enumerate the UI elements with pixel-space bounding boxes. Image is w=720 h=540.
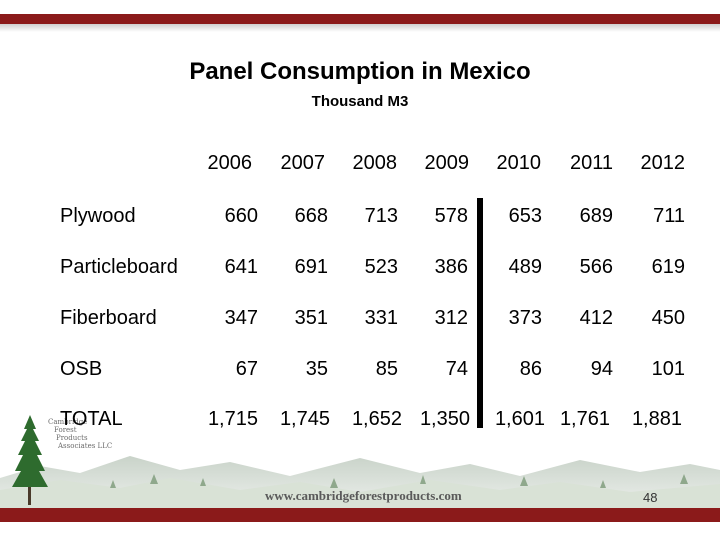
table-cell: 641 (224, 256, 258, 278)
table-cell: 619 (651, 256, 685, 278)
year-header-2008: 2008 (352, 152, 398, 174)
table-cell: 67 (235, 358, 258, 380)
table-cell: 566 (579, 256, 613, 278)
slide-subtitle: Thousand M3 (311, 93, 409, 110)
table-cell: 85 (375, 358, 398, 380)
table-cell: 412 (579, 307, 613, 329)
table-cell: 312 (434, 307, 468, 329)
top-bar-shadow (0, 24, 720, 32)
table-cell: 331 (364, 307, 398, 329)
logo-line-3: Products (56, 434, 88, 442)
table-cell: 1,601 (494, 408, 545, 430)
table-cell: 668 (294, 205, 328, 227)
year-header-2010: 2010 (496, 152, 542, 174)
table-cell: 689 (579, 205, 613, 227)
company-logo-text: Cambridge Forest Products Associates LLC (48, 418, 138, 462)
table-cell: 711 (653, 205, 685, 227)
table-cell: 1,652 (351, 408, 402, 430)
year-header-2006: 2006 (207, 152, 253, 174)
table-cell: 86 (519, 358, 542, 380)
year-header-2009: 2009 (424, 152, 470, 174)
table-cell: 373 (508, 307, 542, 329)
bottom-accent-bar (0, 508, 720, 522)
table-cell: 35 (305, 358, 328, 380)
year-header-2011: 2011 (569, 152, 613, 174)
slide-title: Panel Consumption in Mexico (189, 58, 531, 85)
page-number: 48 (643, 490, 658, 505)
table-cell: 1,881 (631, 408, 682, 430)
table-cell: 1,761 (559, 408, 610, 430)
table-cell: 386 (434, 256, 468, 278)
table-cell: 523 (364, 256, 398, 278)
table-cell: 74 (445, 358, 468, 380)
table-cell: 1,715 (207, 408, 258, 430)
website-url: www.cambridgeforestproducts.com (265, 488, 462, 503)
table-cell: 450 (651, 307, 685, 329)
table-cell: 691 (294, 256, 328, 278)
row-label-particleboard: Particleboard (60, 256, 178, 278)
logo-line-4: Associates LLC (58, 442, 113, 450)
table-cell: 1,350 (419, 408, 470, 430)
table-cell: 351 (294, 307, 328, 329)
logo-line-2: Forest (54, 426, 77, 434)
row-label-osb: OSB (60, 358, 103, 380)
table-cell: 660 (224, 205, 258, 227)
table-cell: 347 (224, 307, 258, 329)
year-header-2007: 2007 (280, 152, 326, 174)
table-cell: 578 (434, 205, 468, 227)
forecast-divider-line (477, 198, 483, 428)
year-header-2012: 2012 (640, 152, 686, 174)
table-cell: 653 (508, 205, 542, 227)
mountain-landscape-graphic (0, 456, 720, 510)
top-accent-bar (0, 14, 720, 24)
table-cell: 94 (590, 358, 613, 380)
table-cell: 1,745 (279, 408, 330, 430)
table-cell: 713 (364, 205, 398, 227)
logo-line-1: Cambridge (48, 418, 88, 426)
row-label-total: TOTAL (60, 408, 123, 430)
row-label-fiberboard: Fiberboard (60, 307, 157, 329)
table-cell: 489 (508, 256, 542, 278)
tree-logo-icon (12, 415, 48, 505)
row-label-plywood: Plywood (60, 205, 136, 227)
table-cell: 101 (651, 358, 685, 380)
